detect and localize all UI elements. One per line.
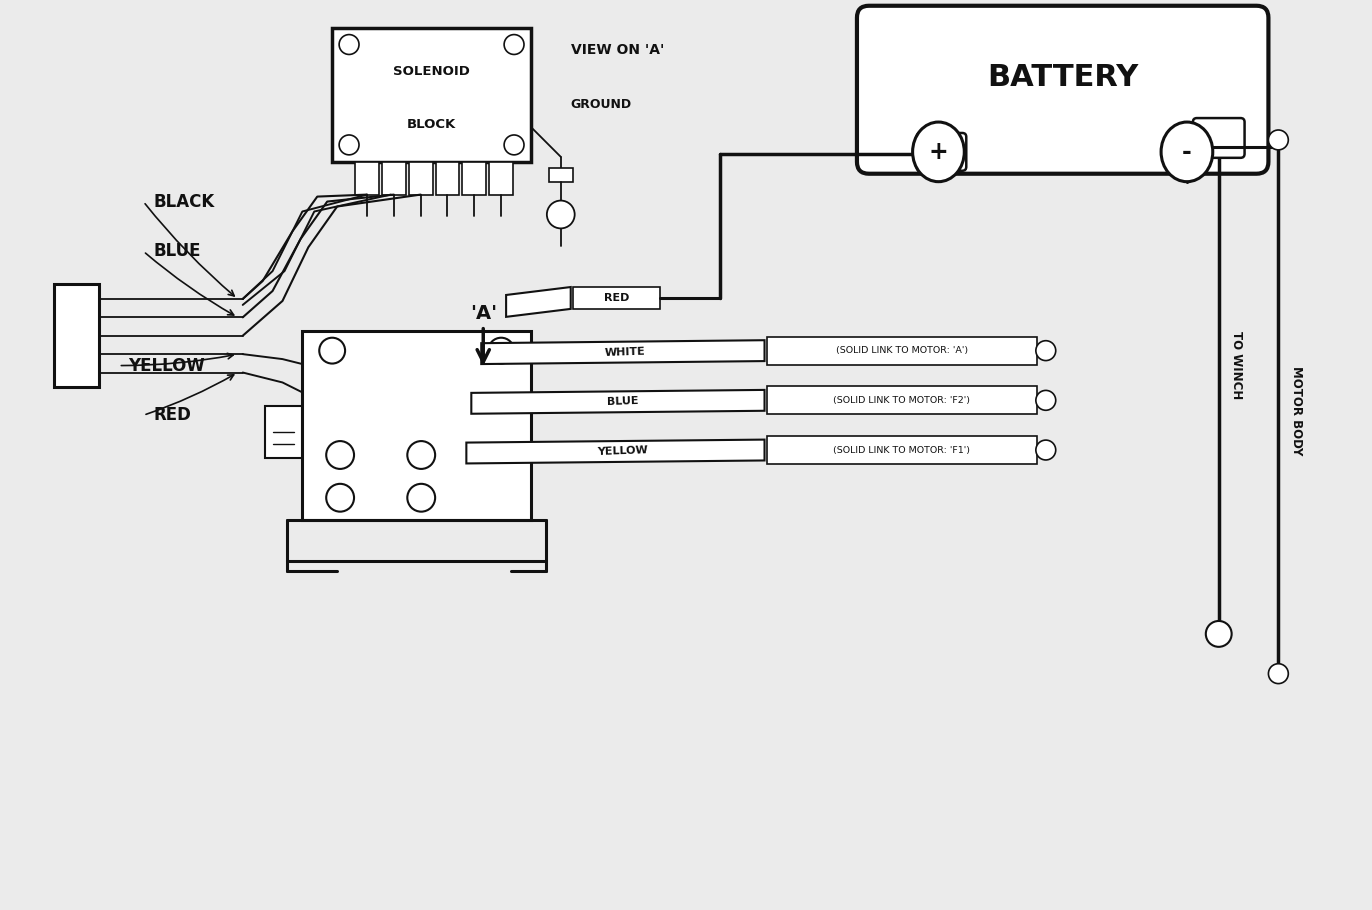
Text: RED: RED	[154, 406, 191, 424]
Bar	[549, 167, 572, 182]
Text: +: +	[929, 140, 948, 164]
Bar	[767, 436, 1037, 464]
Bar	[332, 27, 531, 162]
Bar	[265, 406, 302, 458]
Text: BLOCK: BLOCK	[407, 117, 456, 131]
Bar	[490, 162, 513, 195]
FancyBboxPatch shape	[1192, 118, 1244, 157]
Circle shape	[327, 441, 354, 469]
Text: (SOLID LINK TO MOTOR: 'F2'): (SOLID LINK TO MOTOR: 'F2')	[833, 396, 970, 405]
Circle shape	[339, 35, 359, 55]
Circle shape	[320, 338, 346, 364]
Ellipse shape	[1161, 122, 1213, 182]
Text: BATTERY: BATTERY	[986, 64, 1139, 92]
Bar	[767, 387, 1037, 414]
Bar	[435, 162, 460, 195]
Text: VIEW ON 'A': VIEW ON 'A'	[571, 44, 664, 57]
Bar	[462, 162, 486, 195]
Bar	[572, 287, 660, 308]
Text: YELLOW: YELLOW	[129, 357, 206, 375]
Bar	[355, 162, 379, 195]
Ellipse shape	[912, 122, 965, 182]
Circle shape	[1036, 340, 1055, 360]
Polygon shape	[506, 287, 571, 317]
Bar	[767, 337, 1037, 365]
Circle shape	[339, 135, 359, 155]
Circle shape	[1269, 130, 1288, 150]
FancyBboxPatch shape	[858, 5, 1269, 174]
Text: BLUE: BLUE	[606, 396, 639, 408]
Text: 'A': 'A'	[469, 304, 497, 323]
Text: (SOLID LINK TO MOTOR: 'A'): (SOLID LINK TO MOTOR: 'A')	[836, 346, 967, 355]
Text: GROUND: GROUND	[571, 97, 632, 111]
Circle shape	[1036, 440, 1055, 460]
Circle shape	[1036, 390, 1055, 410]
Text: RED: RED	[604, 293, 630, 303]
Circle shape	[327, 484, 354, 511]
Polygon shape	[466, 440, 764, 463]
Text: BLUE: BLUE	[154, 242, 200, 260]
Text: SOLENOID: SOLENOID	[394, 66, 471, 78]
Bar	[302, 330, 531, 520]
Text: TO WINCH: TO WINCH	[1231, 331, 1243, 399]
Text: YELLOW: YELLOW	[597, 446, 649, 458]
Circle shape	[1206, 621, 1232, 647]
Bar	[54, 284, 99, 388]
Bar	[381, 162, 406, 195]
Circle shape	[488, 338, 514, 364]
Circle shape	[407, 441, 435, 469]
Bar	[409, 162, 432, 195]
Circle shape	[504, 135, 524, 155]
Text: BLACK: BLACK	[154, 193, 214, 210]
Polygon shape	[482, 340, 764, 364]
Circle shape	[504, 35, 524, 55]
Polygon shape	[472, 389, 764, 414]
Circle shape	[547, 200, 575, 228]
FancyBboxPatch shape	[916, 133, 966, 171]
Text: (SOLID LINK TO MOTOR: 'F1'): (SOLID LINK TO MOTOR: 'F1')	[833, 446, 970, 454]
Text: -: -	[1183, 140, 1192, 164]
Text: MOTOR BODY: MOTOR BODY	[1290, 366, 1303, 455]
Circle shape	[1269, 663, 1288, 683]
Text: WHITE: WHITE	[605, 347, 646, 358]
Circle shape	[407, 484, 435, 511]
